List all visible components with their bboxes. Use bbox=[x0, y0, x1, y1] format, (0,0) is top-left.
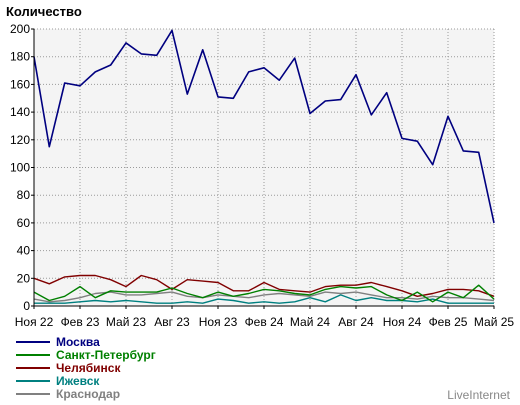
x-tick-labels: Ноя 22 Фев 23 Май 23 Авг 23 Ноя 23 Фев 24 Май … bbox=[15, 315, 515, 329]
y-tick-label: 20 bbox=[17, 271, 31, 285]
y-tick-label: 120 bbox=[10, 133, 30, 147]
x-tick-label: Фев 24 bbox=[245, 315, 284, 329]
x-tick-label: Фев 23 bbox=[61, 315, 100, 329]
x-tick-label: Ноя 24 bbox=[383, 315, 422, 329]
x-tick-label: Авг 24 bbox=[338, 315, 374, 329]
legend-label: Ижевск bbox=[56, 374, 100, 388]
series-lines bbox=[33, 29, 495, 304]
y-tick-label: 40 bbox=[17, 244, 31, 258]
x-tick-label: Авг 23 bbox=[154, 315, 190, 329]
legend-label: Санкт-Петербург bbox=[56, 348, 156, 362]
x-tick-label: Май 24 bbox=[290, 315, 331, 329]
series-line-2 bbox=[33, 274, 495, 297]
y-tick-label: 100 bbox=[10, 161, 30, 175]
y-tick-label: 160 bbox=[10, 77, 30, 91]
y-tick-label: 180 bbox=[10, 50, 30, 64]
x-tick-label: Фев 25 bbox=[429, 315, 468, 329]
y-tick-label: 80 bbox=[17, 188, 31, 202]
y-tick-labels: 0 20 40 60 80 100 120 140 160 180 200 bbox=[10, 22, 30, 313]
x-tick-label: Май 25 bbox=[474, 315, 515, 329]
legend-label: Краснодар bbox=[56, 387, 120, 401]
series-line-4 bbox=[33, 291, 495, 303]
y-tick-label: 0 bbox=[23, 299, 30, 313]
y-tick-label: 200 bbox=[10, 22, 30, 36]
series-line-0 bbox=[33, 29, 495, 224]
legend: МоскваСанкт-ПетербургЧелябинскИжевскКрас… bbox=[16, 335, 156, 401]
series-line-1 bbox=[33, 284, 495, 303]
x-tick-label: Ноя 22 bbox=[15, 315, 54, 329]
x-tick-label: Май 23 bbox=[106, 315, 147, 329]
y-tick-label: 60 bbox=[17, 216, 31, 230]
series-line-3 bbox=[34, 294, 494, 304]
x-tick-label: Ноя 23 bbox=[199, 315, 238, 329]
y-axis-title: Количество bbox=[6, 4, 82, 19]
legend-label: Москва bbox=[56, 335, 100, 349]
credit-text: LiveInternet bbox=[447, 388, 510, 402]
grid-lines bbox=[31, 28, 495, 309]
legend-label: Челябинск bbox=[56, 361, 121, 375]
y-tick-label: 140 bbox=[10, 105, 30, 119]
